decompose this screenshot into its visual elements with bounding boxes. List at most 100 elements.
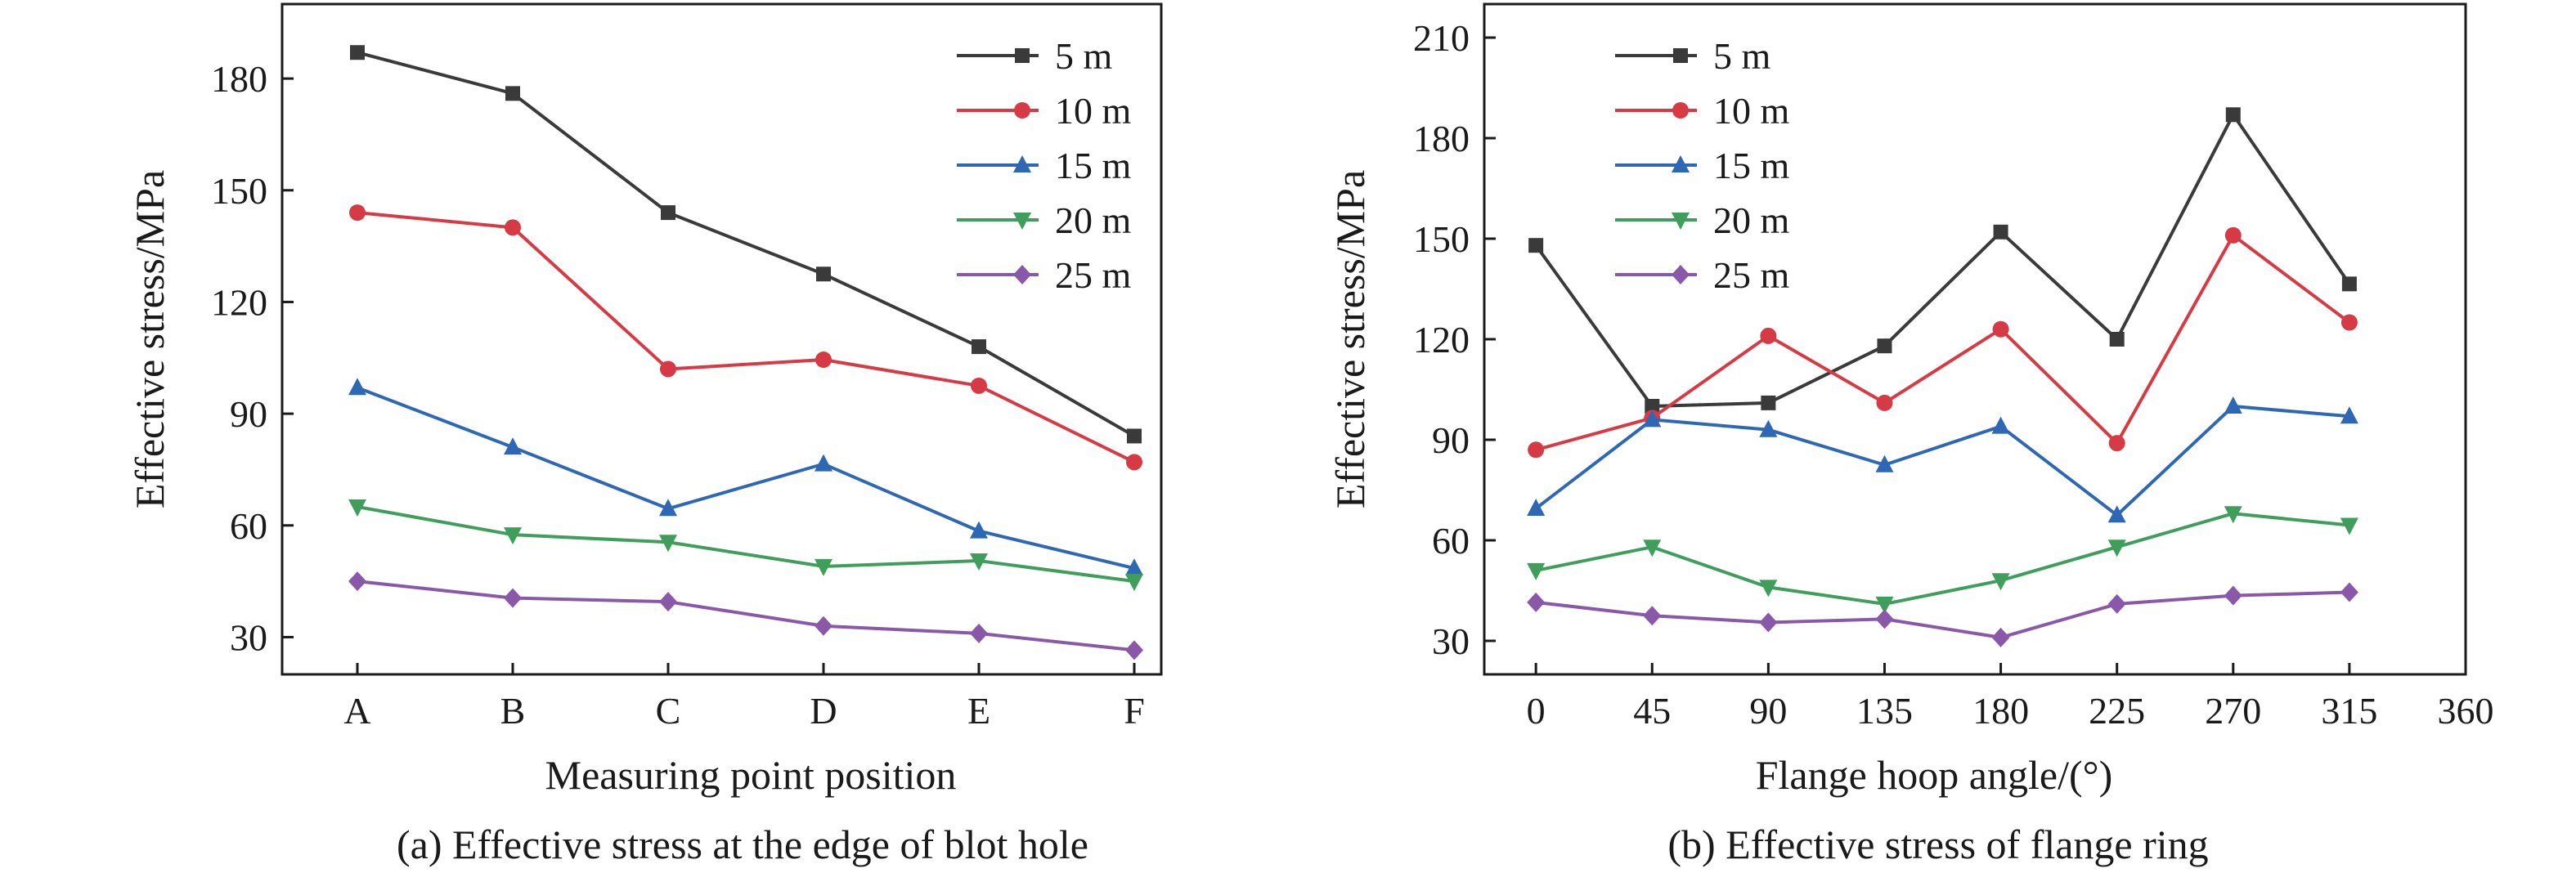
series-20m [1527, 506, 2358, 614]
data-point [1643, 606, 1662, 626]
data-point [1760, 327, 1777, 344]
series-group-a [348, 45, 1143, 660]
y-axis-title-b: Effective stress/MPa [1327, 170, 1373, 508]
x-axis-title-b: Flange hoop angle/(°) [1756, 752, 2113, 798]
data-point [659, 499, 677, 517]
legend-marker [1013, 155, 1031, 172]
data-point [1759, 612, 1778, 633]
y-tick-label: 30 [1432, 620, 1470, 662]
series-line [357, 51, 1135, 438]
data-point [350, 45, 365, 60]
y-axis-a: 30 60 90 120 150 180 [211, 58, 294, 658]
y-tick-label: 120 [1413, 319, 1470, 360]
series-5m [350, 45, 1142, 444]
data-point [2341, 276, 2357, 292]
legend-marker [1013, 265, 1031, 284]
data-point [2224, 226, 2242, 244]
x-tick-label: B [500, 690, 526, 732]
y-tick-label: 30 [230, 616, 267, 658]
legend-label: 5 m [1055, 35, 1113, 77]
data-point [1991, 573, 2010, 591]
data-point [505, 86, 520, 101]
data-point [504, 588, 522, 608]
legend-marker [1014, 102, 1030, 119]
x-axis-b: 0 45 90 135 180 225 270 315 360 [1527, 663, 2494, 732]
legend-label: 10 m [1055, 90, 1132, 132]
series-10m [1528, 226, 2358, 459]
data-point [1528, 441, 1545, 459]
legend-entry: 5 m [1615, 35, 1771, 77]
series-line [357, 505, 1135, 584]
data-point [815, 454, 832, 472]
legend-label: 5 m [1713, 35, 1771, 77]
legend-marker [1672, 213, 1690, 230]
y-tick-label: 150 [1413, 218, 1470, 260]
data-point [972, 339, 986, 355]
data-point [1125, 558, 1143, 576]
data-point [1527, 562, 1546, 580]
y-tick-label: 90 [230, 393, 267, 435]
legend-marker [1013, 213, 1031, 230]
data-point [348, 571, 366, 592]
data-point [970, 623, 988, 643]
data-point [1875, 609, 1894, 629]
legend-entry: 25 m [957, 254, 1132, 296]
legend-marker [1672, 265, 1690, 284]
x-tick-label: C [656, 690, 681, 732]
legend-entry: 5 m [957, 35, 1113, 77]
legend-entry: 15 m [957, 145, 1132, 186]
data-point [2108, 435, 2125, 452]
data-point [1761, 395, 1776, 410]
x-tick-label: 0 [1527, 690, 1546, 732]
series-line [357, 580, 1135, 652]
caption-a: (a) Effective stress at the edge of blot… [397, 822, 1088, 867]
plot-frame-a [280, 2, 1163, 676]
x-tick-label: 90 [1749, 690, 1787, 732]
data-point [1992, 320, 2009, 338]
y-tick-label: 180 [211, 58, 267, 100]
legend-entry: 20 m [957, 199, 1132, 241]
series-25m [348, 571, 1143, 660]
series-line [1535, 590, 2349, 639]
data-point [1127, 428, 1142, 444]
legend-label: 25 m [1713, 254, 1790, 296]
data-point [1875, 454, 1894, 472]
y-tick-label: 210 [1413, 17, 1470, 59]
legend-marker [1015, 48, 1030, 63]
legend-entry: 25 m [1615, 254, 1790, 296]
legend-marker [1672, 102, 1689, 119]
x-tick-label: 180 [1972, 690, 2029, 732]
plot-frame-b [1483, 2, 2467, 676]
data-point [971, 377, 987, 394]
x-tick-label: 225 [2089, 690, 2145, 732]
x-tick-label: A [343, 690, 370, 732]
data-point [504, 527, 522, 545]
y-tick-label: 120 [211, 281, 267, 323]
data-point [815, 351, 832, 369]
data-point [2107, 505, 2126, 523]
panel-b: 30 60 90 120 150 180 210 0 45 90 135 180 225 270 315 3… [1327, 2, 2494, 867]
x-tick-label: 135 [1856, 690, 1913, 732]
data-point [1876, 394, 1893, 411]
data-point [2340, 406, 2358, 424]
data-point [1527, 499, 1546, 517]
data-point [970, 553, 988, 571]
legend-entry: 20 m [1615, 199, 1790, 241]
data-point [2225, 107, 2241, 123]
data-point [1991, 627, 2010, 647]
data-point [2340, 582, 2358, 602]
legend-label: 20 m [1713, 199, 1790, 241]
legend-b: 5 m 10 m 15 m 20 m 25 m [1615, 35, 1790, 296]
x-axis-title-a: Measuring point position [545, 752, 957, 798]
data-point [1759, 419, 1778, 437]
data-point [1643, 539, 1662, 557]
data-point [2224, 396, 2242, 414]
data-point [505, 219, 521, 236]
data-point [1126, 454, 1142, 471]
data-point [1528, 238, 1544, 253]
x-tick-label: 315 [2321, 690, 2377, 732]
series-line [1535, 512, 2350, 606]
data-point [1643, 410, 1662, 428]
data-point [970, 521, 988, 539]
